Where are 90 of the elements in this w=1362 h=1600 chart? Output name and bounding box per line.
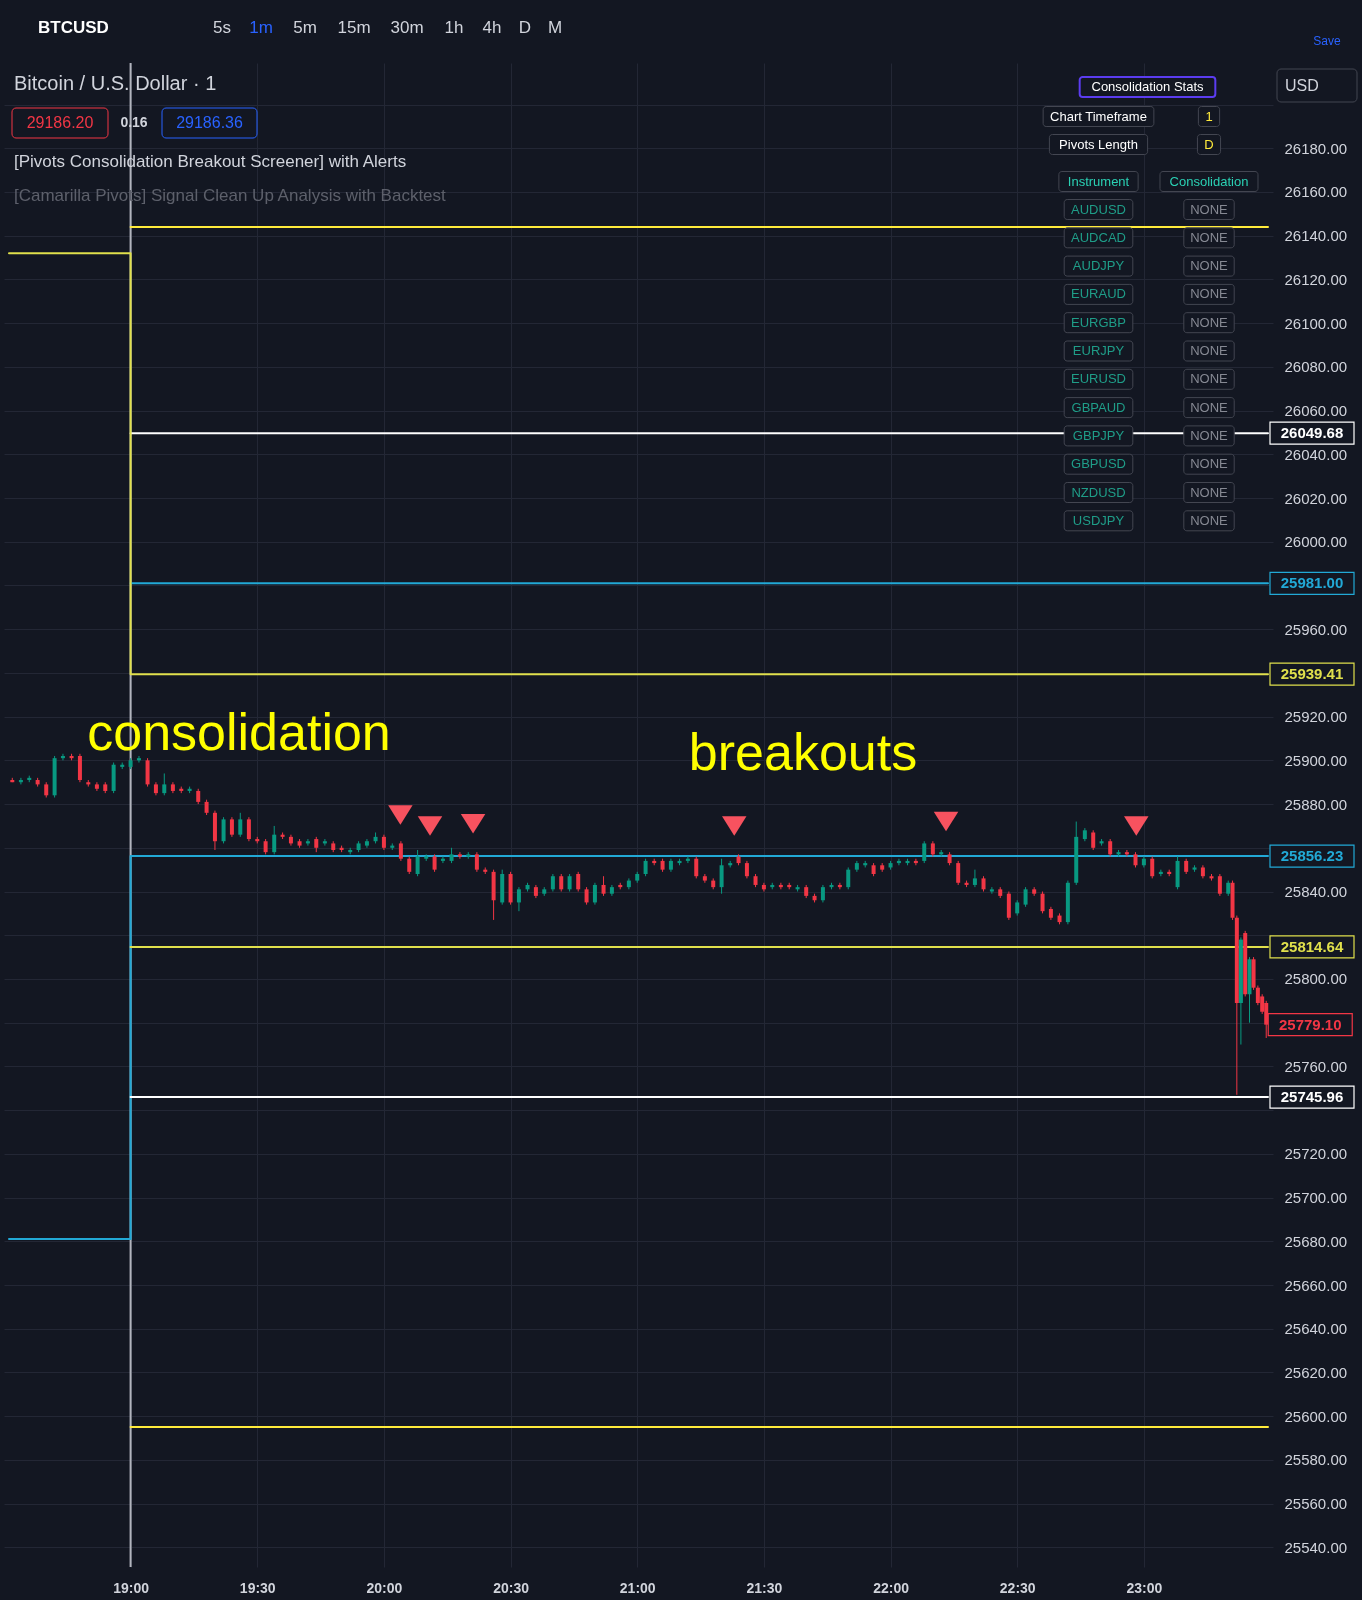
y-tick-label: 26180.00 <box>1284 139 1348 157</box>
y-tick-label: 25760.00 <box>1284 1057 1348 1075</box>
chart-title: Bitcoin / U.S. Dollar · 1 <box>14 72 217 94</box>
y-tick-label: 26140.00 <box>1284 227 1348 245</box>
annotation: NONE <box>1190 427 1229 443</box>
text: 1m <box>249 18 273 37</box>
annotation: NONE <box>1190 456 1229 472</box>
annotation: 1 <box>1205 108 1213 124</box>
x-tick-label: 20:00 <box>366 1579 403 1596</box>
text: 1h <box>444 18 464 37</box>
data-label: 25745.96 <box>1280 1088 1344 1106</box>
text: 5m <box>293 18 317 37</box>
y-tick-label: 26100.00 <box>1284 314 1348 332</box>
annotation: NONE <box>1190 512 1229 528</box>
annotation: NZDUSD <box>1071 484 1126 500</box>
annotation: D <box>1204 136 1214 152</box>
annotation: NONE <box>1190 201 1229 217</box>
data-label: 25814.64 <box>1280 937 1344 955</box>
annotation: EURAUD <box>1071 286 1126 302</box>
y-tick-label: 25580.00 <box>1284 1451 1348 1469</box>
annotation: 29186.20 <box>26 114 94 131</box>
annotation: AUDCAD <box>1071 229 1126 245</box>
text: 15m <box>337 18 371 37</box>
text: USD <box>1285 76 1319 94</box>
y-tick-label: 26160.00 <box>1284 183 1348 201</box>
annotation: NONE <box>1190 286 1229 302</box>
annotation: breakouts <box>688 723 918 781</box>
text: 25779.10 <box>1278 1015 1342 1033</box>
text: Save <box>1313 34 1341 48</box>
y-tick-label: 25660.00 <box>1284 1276 1348 1294</box>
x-tick-label: 19:30 <box>239 1579 276 1596</box>
annotation: 29186.36 <box>176 114 243 131</box>
annotation: Chart Timeframe <box>1050 108 1147 124</box>
annotation: NONE <box>1190 343 1229 358</box>
x-tick-label: 21:30 <box>746 1579 783 1596</box>
annotation: GBPJPY <box>1072 427 1125 443</box>
x-tick-label: 19:00 <box>113 1579 150 1596</box>
y-tick-label: 25900.00 <box>1284 751 1348 769</box>
annotation: NONE <box>1190 399 1229 415</box>
annotation: NONE <box>1190 371 1229 387</box>
annotation: NONE <box>1190 229 1229 245</box>
text: M <box>547 18 563 37</box>
text: 4h <box>482 18 502 37</box>
annotation: EURUSD <box>1071 371 1126 387</box>
annotation: EURGBP <box>1071 314 1126 330</box>
y-tick-label: 25640.00 <box>1284 1320 1348 1338</box>
annotation: NONE <box>1190 314 1229 330</box>
annotation: Pivots Length <box>1059 136 1138 152</box>
x-tick-label: 23:00 <box>1126 1579 1163 1596</box>
text: 30m <box>390 18 424 37</box>
y-tick-label: 26040.00 <box>1284 445 1348 463</box>
x-tick-label: 20:30 <box>493 1579 530 1596</box>
annotation: EURJPY <box>1072 343 1125 358</box>
y-tick-label: 26000.00 <box>1284 533 1348 551</box>
y-tick-label: 25700.00 <box>1284 1189 1348 1207</box>
annotation: GBPUSD <box>1071 456 1126 472</box>
y-tick-label: 26020.00 <box>1284 489 1348 507</box>
text: BTCUSD <box>38 18 109 37</box>
y-tick-label: 25560.00 <box>1284 1495 1348 1513</box>
annotation: NONE <box>1190 258 1229 274</box>
x-tick-label: 22:30 <box>999 1579 1036 1596</box>
y-tick-label: 26080.00 <box>1284 358 1348 376</box>
y-tick-label: 25840.00 <box>1284 883 1348 901</box>
annotation: Consolidation Stats <box>1091 79 1204 94</box>
y-tick-label: 25600.00 <box>1284 1407 1348 1425</box>
annotation: NONE <box>1190 484 1229 500</box>
text: 5s <box>213 18 231 37</box>
annotation: USDJPY <box>1072 512 1125 528</box>
annotation: GBPAUD <box>1071 399 1126 415</box>
y-tick-label: 25620.00 <box>1284 1363 1348 1381</box>
annotation: AUDJPY <box>1072 258 1125 274</box>
data-label: 25939.41 <box>1280 665 1344 683</box>
y-tick-label: 25720.00 <box>1284 1145 1348 1163</box>
annotation: Instrument <box>1067 173 1130 189</box>
x-tick-label: 21:00 <box>619 1579 656 1596</box>
y-tick-label: 25540.00 <box>1284 1538 1348 1556</box>
text: D <box>518 18 532 37</box>
annotation: AUDUSD <box>1071 201 1126 217</box>
y-tick-label: 25960.00 <box>1284 620 1348 638</box>
data-label: 25856.23 <box>1280 847 1344 865</box>
data-label: 26049.68 <box>1280 424 1344 442</box>
y-tick-label: 26120.00 <box>1284 270 1348 288</box>
y-tick-label: 26060.00 <box>1284 402 1348 420</box>
x-tick-label: 22:00 <box>873 1579 910 1596</box>
y-tick-label: 25680.00 <box>1284 1232 1348 1250</box>
data-label: 25981.00 <box>1280 574 1344 592</box>
annotation: Consolidation <box>1169 173 1249 189</box>
y-tick-label: 25880.00 <box>1284 795 1348 813</box>
y-tick-label: 25920.00 <box>1284 708 1348 726</box>
y-tick-label: 25800.00 <box>1284 970 1348 988</box>
